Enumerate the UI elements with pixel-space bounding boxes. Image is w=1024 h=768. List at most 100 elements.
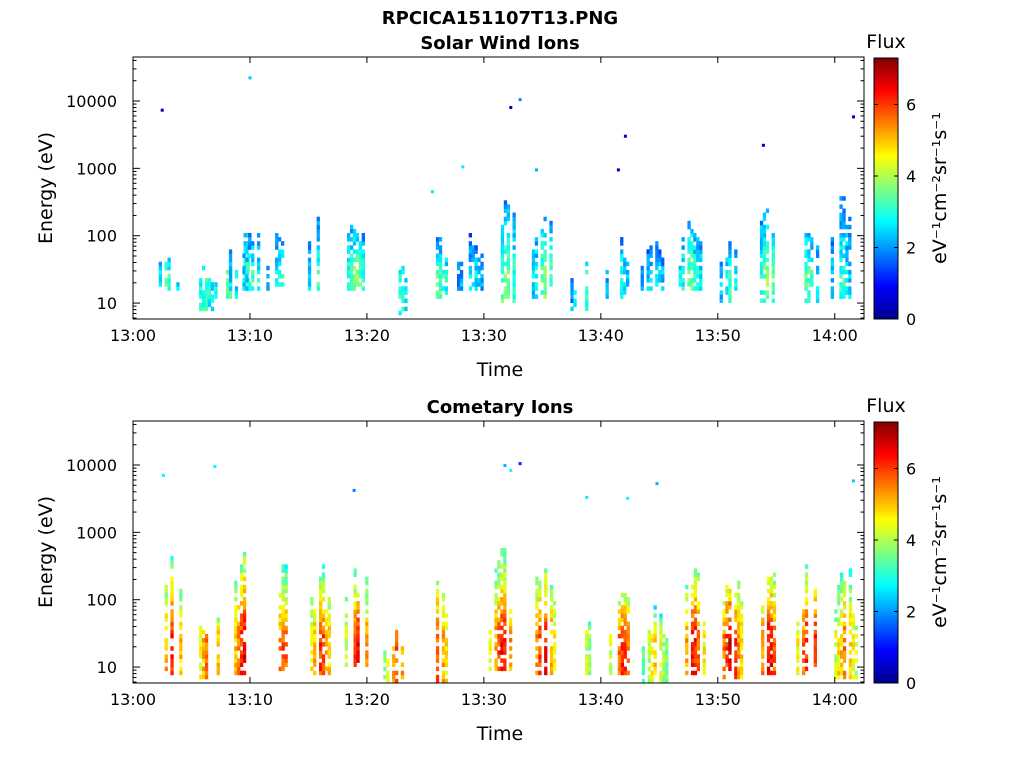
spectrogram-cell bbox=[725, 261, 729, 267]
spectrogram-cell bbox=[839, 265, 843, 271]
x-axis-label: Time bbox=[476, 723, 524, 745]
spectrogram-cell bbox=[807, 282, 811, 287]
spectrogram-cell bbox=[441, 633, 446, 639]
spectrogram-cell bbox=[176, 286, 180, 291]
spectrogram-cell bbox=[655, 241, 659, 246]
spectrogram-cell bbox=[842, 625, 847, 631]
spectrogram-cell bbox=[500, 269, 505, 275]
spectrogram-cell bbox=[202, 646, 206, 651]
spectrogram-cell bbox=[355, 274, 360, 279]
spectrogram-cell bbox=[316, 228, 320, 234]
spectrogram-cell bbox=[281, 642, 285, 647]
spectrogram-cell bbox=[834, 666, 838, 672]
spectrogram-cell bbox=[762, 237, 767, 242]
spectrogram-cell bbox=[769, 642, 774, 647]
spectrogram-cell bbox=[837, 654, 841, 659]
spectrogram-cell bbox=[441, 678, 446, 684]
spectrogram-cell bbox=[662, 642, 666, 647]
spectrogram-cell bbox=[845, 249, 849, 254]
spectrogram-cell bbox=[662, 662, 666, 667]
spectrogram-cell bbox=[842, 584, 847, 590]
spectrogram-cell bbox=[245, 278, 249, 283]
spectrogram-cell bbox=[441, 629, 446, 635]
spectrogram-cell bbox=[506, 233, 510, 238]
spectrogram-cell bbox=[699, 253, 703, 258]
spectrogram-cell bbox=[696, 605, 700, 610]
spectrogram-cell bbox=[281, 666, 285, 672]
spectrogram-cell bbox=[214, 282, 218, 287]
spectrogram-cell bbox=[284, 613, 288, 618]
spectrogram-cell bbox=[702, 646, 706, 651]
spectrogram-cell bbox=[352, 249, 357, 254]
spectrogram-cell bbox=[500, 584, 504, 590]
spectrogram-cell bbox=[848, 617, 853, 622]
spectrogram-cell bbox=[535, 580, 539, 586]
spectrogram-cell bbox=[237, 642, 241, 647]
spectrogram-cell bbox=[281, 253, 285, 258]
spectrogram-cell bbox=[617, 650, 622, 655]
spectrogram-cell bbox=[313, 654, 317, 659]
spectrogram-cell bbox=[834, 670, 838, 676]
x-tick-label: 13:30 bbox=[461, 690, 507, 709]
spectrogram-cell bbox=[404, 290, 408, 295]
spectrogram-cell bbox=[353, 592, 357, 598]
spectrogram-cell bbox=[816, 249, 820, 254]
spectrogram-cell bbox=[438, 253, 443, 258]
spectrogram-cell bbox=[659, 629, 663, 635]
spectrogram-cell bbox=[344, 633, 348, 639]
spectrogram-cell bbox=[540, 265, 544, 271]
spectrogram-cell bbox=[772, 666, 777, 672]
spectrogram-cell bbox=[242, 253, 246, 258]
spectrogram-cell bbox=[837, 674, 841, 680]
spectrogram-cell bbox=[804, 658, 809, 663]
spectrogram-cell bbox=[353, 658, 357, 663]
spectrogram-cell bbox=[316, 249, 320, 254]
spectrogram-cell bbox=[319, 670, 323, 676]
spectrogram-cell bbox=[540, 278, 544, 283]
spectrogram-cell bbox=[435, 621, 440, 627]
spectrogram-cell bbox=[457, 274, 461, 279]
spectrogram-cell bbox=[176, 282, 180, 287]
spectrogram-cell bbox=[204, 670, 209, 676]
spectrogram-cell bbox=[164, 588, 168, 594]
spectrogram-cell bbox=[170, 633, 174, 639]
spectrogram-cell bbox=[796, 646, 800, 651]
spectrogram-cell bbox=[816, 269, 820, 275]
spectrogram-cell bbox=[251, 257, 255, 263]
spectrogram-cell bbox=[687, 245, 691, 250]
spectrogram-cell bbox=[690, 621, 695, 627]
spectrogram-cell bbox=[242, 670, 247, 676]
spectrogram-cell bbox=[350, 261, 354, 267]
spectrogram-cell bbox=[313, 662, 317, 667]
spectrogram-cell bbox=[737, 650, 741, 655]
spectrogram-cell bbox=[543, 249, 547, 254]
spectrogram-cell bbox=[245, 249, 249, 254]
spectrogram-cell bbox=[278, 282, 282, 287]
spectrogram-cell bbox=[202, 294, 206, 299]
spectrogram-cell bbox=[344, 662, 348, 667]
spectrogram-cell bbox=[234, 613, 238, 618]
spectrogram-cell bbox=[696, 249, 700, 254]
spectrogram-cell bbox=[728, 605, 732, 610]
spectrogram-cell bbox=[500, 613, 504, 618]
spectrogram-cell bbox=[243, 274, 247, 279]
spectrogram-cell bbox=[441, 621, 446, 627]
spectrogram-cell bbox=[626, 646, 630, 651]
spectrogram-cell bbox=[228, 278, 233, 283]
spectrogram-cell bbox=[765, 294, 770, 299]
spectrogram-cell bbox=[316, 257, 320, 263]
spectrogram-cell bbox=[228, 261, 233, 267]
spectrogram-cell bbox=[807, 269, 811, 275]
spectrogram-cell bbox=[588, 670, 592, 676]
spectrogram-cell bbox=[242, 605, 247, 610]
spectrogram-cell bbox=[488, 666, 492, 672]
spectrogram-cell bbox=[500, 633, 504, 639]
spectrogram-cell bbox=[772, 613, 777, 618]
spectrogram-cell bbox=[661, 278, 665, 283]
spectrogram-cell bbox=[535, 601, 539, 606]
spectrogram-cell bbox=[358, 245, 362, 250]
spectrogram-cell bbox=[278, 613, 282, 618]
spectrogram-cell bbox=[347, 282, 351, 287]
spectrogram-cell bbox=[740, 658, 744, 663]
spectrogram-cell bbox=[365, 580, 369, 586]
